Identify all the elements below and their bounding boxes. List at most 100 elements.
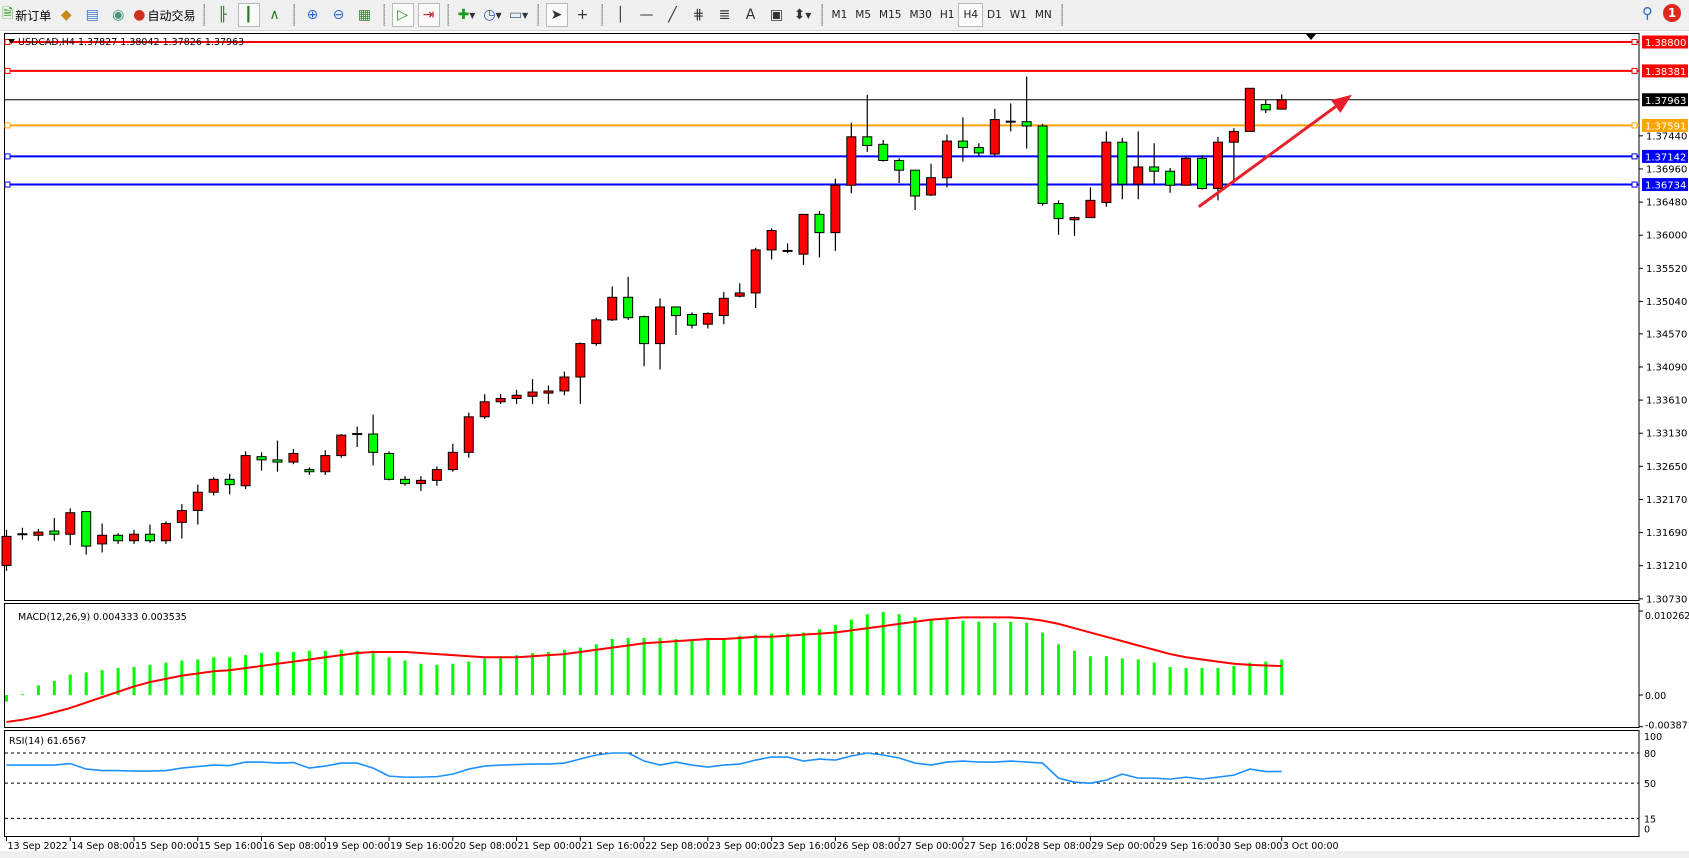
chart-shift-marker-icon[interactable] (1306, 34, 1316, 40)
price-tick-label: 1.31210 (1646, 561, 1687, 572)
auto-scroll-button[interactable]: ▷ (391, 3, 414, 27)
macd-histogram-bar (1104, 656, 1108, 695)
price-level-label: 1.38800 (1645, 38, 1686, 49)
trendline-button[interactable]: ╱ (662, 3, 684, 27)
macd-histogram-bar (1009, 621, 1013, 695)
auto-trading-button[interactable]: ● 自动交易 (133, 3, 195, 27)
period-mn[interactable]: MN (1034, 9, 1052, 21)
candle-body (894, 159, 905, 171)
period-m15[interactable]: M15 (879, 9, 902, 21)
right-tools: ⚲ 1 (1642, 4, 1681, 22)
new-order-label: 新订单 (15, 8, 52, 23)
crosshair-button[interactable]: + (572, 3, 594, 27)
macd-histogram-bar (706, 639, 710, 695)
new-order-button[interactable]: 🗎 新订单 (2, 3, 51, 27)
candle-body (1117, 141, 1128, 185)
navigator-icon: ▤ (85, 7, 99, 23)
macd-histogram-bar (260, 653, 264, 695)
navigator-button[interactable]: ▤ (81, 3, 103, 27)
macd-histogram-bar (833, 625, 837, 695)
macd-tick-label: 0.00 (1645, 691, 1666, 702)
periods-button[interactable]: ◷ ▼ (483, 7, 502, 23)
chart-shift-button[interactable]: ⇥ (417, 3, 440, 27)
time-tick-label: 29 Sep 16:00 (1155, 841, 1218, 852)
period-h4[interactable]: H4 (958, 3, 984, 27)
fibo-button[interactable]: ⋕ (688, 3, 710, 27)
macd-panel-frame (4, 603, 1640, 728)
macd-histogram-bar (658, 637, 662, 695)
price-tick-label: 1.32650 (1646, 462, 1687, 473)
horizontal-line-button[interactable]: — (636, 3, 658, 27)
macd-histogram-bar (307, 650, 311, 695)
vertical-line-icon: │ (616, 7, 625, 23)
text-button[interactable]: A (740, 3, 762, 27)
metaeditor-button[interactable]: ◆ (55, 3, 77, 27)
add-indicator-button[interactable]: ✚ ▼ (457, 7, 476, 23)
candle-body (543, 390, 554, 394)
arrows-button[interactable]: ⬍ ▼ (793, 7, 812, 23)
candle-body (655, 306, 666, 345)
candle-body (224, 478, 235, 486)
fibo-fan-button[interactable]: ≣ (714, 3, 736, 27)
macd-histogram-bar (196, 659, 200, 695)
macd-histogram-bar (1152, 662, 1156, 695)
macd-histogram-bar (1025, 622, 1029, 695)
candle-body (272, 459, 283, 463)
price-level-label-bg (1642, 93, 1688, 107)
period-h1[interactable]: H1 (939, 9, 955, 21)
price-tick-label: 1.35520 (1646, 264, 1687, 275)
candlestick-button[interactable]: ┃ (237, 3, 260, 27)
candle-body (910, 169, 921, 197)
period-m5[interactable]: M5 (855, 9, 872, 21)
macd-histogram-bar (1280, 659, 1284, 695)
chart-menu-triangle-icon[interactable] (8, 39, 15, 44)
time-tick-label: 26 Sep 08:00 (836, 841, 899, 852)
tile-windows-button[interactable]: ▦ (354, 3, 376, 27)
macd-histogram-bar (435, 664, 439, 695)
macd-histogram-bar (674, 639, 678, 695)
time-tick-label: 23 Sep 16:00 (773, 841, 836, 852)
chart-shift-icon: ⇥ (422, 7, 435, 23)
notification-badge[interactable]: 1 (1663, 4, 1681, 22)
search-icon[interactable]: ⚲ (1642, 4, 1653, 22)
period-w1[interactable]: W1 (1009, 9, 1027, 21)
price-tick-label: 1.37440 (1646, 131, 1687, 142)
line-chart-button[interactable]: ∧ (264, 3, 286, 27)
line-anchor-handle (1631, 39, 1638, 45)
cursor-button[interactable]: ➤ (545, 3, 568, 27)
macd-histogram-bar (1041, 632, 1045, 695)
period-selector: M1 M5 M15 M30 H1 H4 D1 W1 MN (828, 3, 1056, 27)
candle-body (240, 455, 251, 487)
add-indicator-icon: ✚ (457, 7, 470, 23)
time-tick-label: 19 Sep 16:00 (390, 841, 453, 852)
price-tick-label: 1.31690 (1646, 528, 1687, 539)
macd-histogram-bar (100, 670, 104, 695)
period-m30[interactable]: M30 (909, 9, 932, 21)
vertical-line-button[interactable]: │ (610, 3, 632, 27)
candle-body (1, 535, 12, 566)
candle-body (1260, 103, 1271, 111)
candle-body (208, 478, 219, 493)
zoom-in-button[interactable]: ⊕ (302, 3, 324, 27)
macd-signal-line (6, 616, 1282, 723)
time-tick-label: 19 Sep 00:00 (326, 841, 389, 852)
templates-button[interactable]: ▭ ▼ (508, 7, 529, 23)
macd-histogram-bar (642, 637, 646, 695)
price-level-label: 1.36734 (1645, 181, 1686, 192)
macd-histogram-bar (865, 614, 869, 695)
chart-window[interactable]: 1.38800 1.38381 1.37963 1.37591 1.37142 1.367… (0, 31, 1689, 858)
period-d1[interactable]: D1 (987, 9, 1002, 21)
macd-histogram-bar (148, 664, 152, 695)
rsi-tick-label: 80 (1644, 749, 1656, 760)
candle-body (639, 316, 650, 345)
macd-histogram-bar (212, 657, 216, 695)
signals-button[interactable]: ◉ (107, 3, 129, 27)
macd-histogram-bar (1168, 667, 1172, 695)
bar-chart-button[interactable]: ╟ (212, 3, 234, 27)
text-label-button[interactable]: ▣ (766, 3, 788, 27)
period-m1[interactable]: M1 (831, 9, 848, 21)
price-level-label: 1.38381 (1645, 67, 1686, 78)
zoom-out-button[interactable]: ⊖ (328, 3, 350, 27)
candle-body (670, 306, 681, 317)
signals-icon: ◉ (112, 7, 125, 23)
